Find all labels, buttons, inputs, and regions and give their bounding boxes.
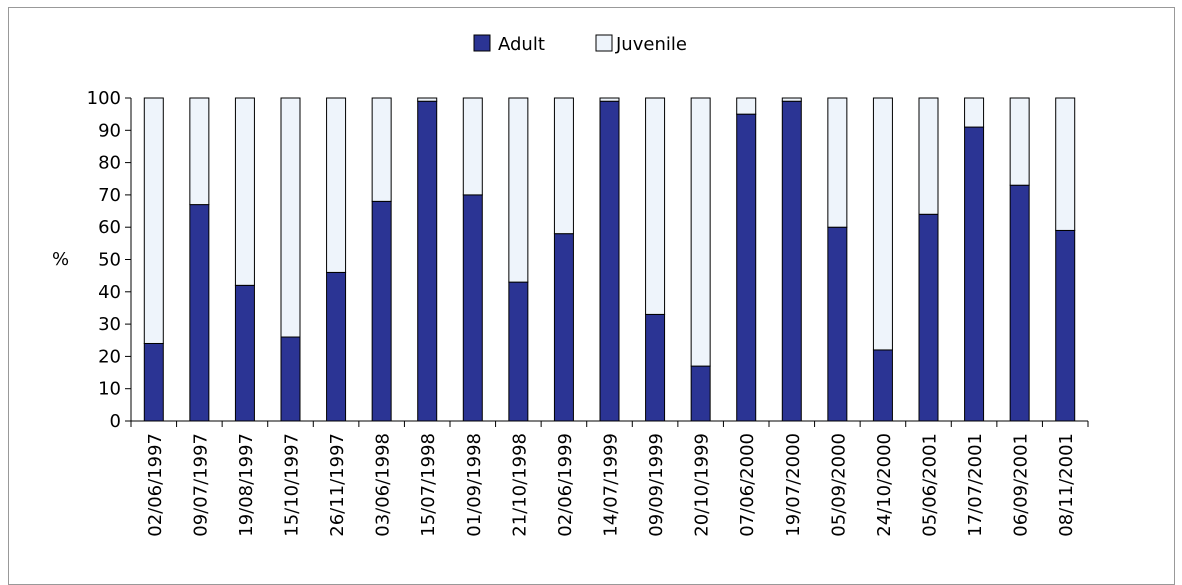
bar-segment-adult [690, 365, 711, 422]
bar-segment-juvenile [964, 97, 985, 128]
bar-segment-adult [781, 100, 802, 422]
y-tick-label: 50 [98, 250, 121, 271]
bar-segment-juvenile [918, 97, 939, 215]
x-tick-label: 06/09/2001 [1011, 433, 1032, 537]
bar-segment-juvenile [280, 97, 301, 338]
bar-segment-adult [417, 100, 438, 422]
bar-segment-adult [234, 284, 255, 422]
x-tick-label: 15/07/1998 [418, 433, 439, 537]
bar-segment-adult [371, 200, 392, 422]
x-tick-label: 05/09/2000 [828, 433, 849, 537]
bar-segment-juvenile [234, 97, 255, 286]
y-tick-label: 40 [98, 282, 121, 303]
y-tick-label: 80 [98, 153, 121, 174]
x-tick-label: 09/07/1997 [190, 433, 211, 537]
y-axis: 0 10 20 30 40 50 60 70 80 90 100 [87, 88, 132, 432]
y-tick-label: 30 [98, 314, 121, 335]
bar-segment-juvenile [553, 97, 574, 235]
bar-segment-juvenile [508, 97, 529, 283]
bar-segment-adult [280, 336, 301, 422]
x-tick-label: 01/09/1998 [464, 433, 485, 537]
bars [143, 97, 1076, 422]
x-tick-label: 26/11/1997 [327, 433, 348, 537]
x-tick-label: 02/06/1997 [145, 433, 166, 537]
x-axis: 02/06/1997 09/07/1997 19/08/1997 15/10/1997… [130, 420, 1089, 537]
bar-segment-adult [872, 349, 893, 422]
x-tick-label: 14/07/1999 [601, 433, 622, 537]
x-tick-label: 24/10/2000 [874, 433, 895, 537]
bar-segment-adult [1055, 229, 1076, 422]
bar-segment-adult [736, 113, 757, 422]
y-tick-label: 0 [110, 411, 121, 432]
x-tick-label: 15/10/1997 [282, 433, 303, 537]
bar-segment-adult [143, 342, 164, 422]
bar-segment-juvenile [781, 97, 802, 102]
bar-segment-juvenile [736, 97, 757, 115]
legend-swatch-juvenile [595, 34, 613, 52]
legend: Adult Juvenile [473, 34, 687, 55]
x-tick-label: 19/08/1997 [236, 433, 257, 537]
x-tick-label: 21/10/1998 [509, 433, 530, 537]
bar-segment-juvenile [645, 97, 666, 315]
bar-segment-adult [918, 213, 939, 422]
legend-label-adult: Adult [498, 34, 545, 55]
y-tick-label: 100 [87, 88, 121, 109]
bar-segment-juvenile [599, 97, 620, 102]
x-tick-label: 19/07/2000 [783, 433, 804, 537]
y-tick-label: 20 [98, 346, 121, 367]
y-tick-label: 90 [98, 120, 121, 141]
bar-segment-juvenile [143, 97, 164, 344]
bar-segment-adult [508, 281, 529, 422]
x-tick-label: 08/11/2001 [1056, 433, 1077, 537]
bar-segment-juvenile [1009, 97, 1030, 186]
bar-segment-adult [964, 126, 985, 422]
x-tick-label: 09/09/1999 [646, 433, 667, 537]
y-tick-label: 70 [98, 185, 121, 206]
bar-segment-juvenile [417, 97, 438, 102]
bar-segment-juvenile [326, 97, 347, 273]
bar-segment-juvenile [189, 97, 210, 206]
bar-segment-juvenile [371, 97, 392, 202]
y-tick-label: 60 [98, 217, 121, 238]
bar-segment-adult [189, 204, 210, 422]
bar-segment-juvenile [872, 97, 893, 351]
bar-segment-adult [462, 194, 483, 422]
bar-segment-juvenile [1055, 97, 1076, 231]
x-tick-label: 20/10/1999 [692, 433, 713, 537]
bar-segment-adult [1009, 184, 1030, 422]
x-tick-label: 05/06/2001 [920, 433, 941, 537]
bar-segment-juvenile [827, 97, 848, 228]
bar-segment-adult [326, 271, 347, 422]
x-tick-label: 02/06/1999 [555, 433, 576, 537]
x-tick-label: 03/06/1998 [373, 433, 394, 537]
bar-segment-adult [599, 100, 620, 422]
bar-segment-juvenile [690, 97, 711, 367]
legend-swatch-adult [473, 34, 491, 52]
y-tick-label: 10 [98, 379, 121, 400]
bar-segment-adult [553, 233, 574, 422]
bar-segment-adult [645, 313, 666, 422]
legend-label-juvenile: Juvenile [615, 34, 687, 55]
y-axis-label: % [52, 249, 69, 270]
x-tick-label: 07/06/2000 [737, 433, 758, 537]
bar-segment-adult [827, 226, 848, 422]
x-tick-label: 17/07/2001 [965, 433, 986, 537]
bar-segment-juvenile [462, 97, 483, 196]
